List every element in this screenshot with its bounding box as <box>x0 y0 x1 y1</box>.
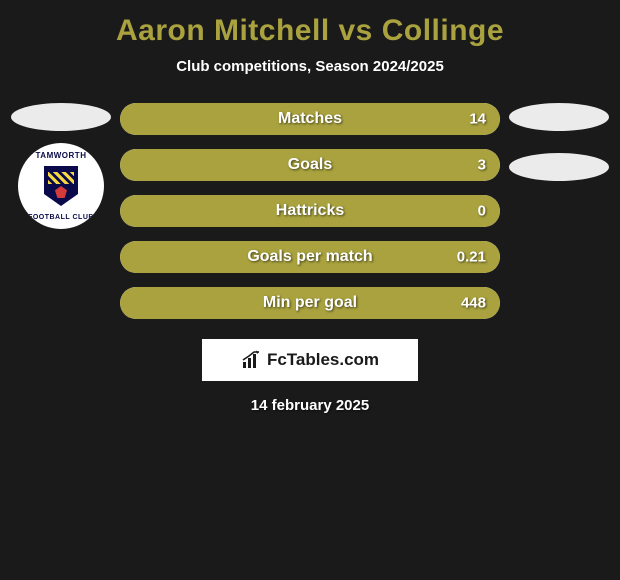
snapshot-date: 14 february 2025 <box>8 397 612 414</box>
club-badge-tamworth: TAMWORTH FOOTBALL CLUB <box>18 143 104 229</box>
content-row: TAMWORTH FOOTBALL CLUB Matches 14 Goals 3 Ha… <box>8 101 612 319</box>
comparison-card: Aaron Mitchell vs Collinge Club competit… <box>0 0 620 414</box>
logo-text: FcTables.com <box>267 350 379 370</box>
stat-bar: Goals 3 <box>120 149 500 181</box>
right-player-col <box>508 101 610 181</box>
stat-bar-label: Min per goal <box>263 294 357 312</box>
fctables-logo[interactable]: FcTables.com <box>202 339 418 381</box>
stat-bar: Hattricks 0 <box>120 195 500 227</box>
stat-bar: Goals per match 0.21 <box>120 241 500 273</box>
stat-bar-value: 3 <box>478 157 486 174</box>
stat-bar-label: Goals per match <box>247 248 372 266</box>
player-pill-right-1 <box>509 103 609 131</box>
shield-icon <box>44 166 78 206</box>
stat-bar: Min per goal 448 <box>120 287 500 319</box>
page-subtitle: Club competitions, Season 2024/2025 <box>8 58 612 75</box>
stat-bar-label: Goals <box>288 156 332 174</box>
badge-top-text: TAMWORTH <box>36 151 87 160</box>
stat-bars: Matches 14 Goals 3 Hattricks 0 Goals per match… <box>120 101 500 319</box>
stat-bar: Matches 14 <box>120 103 500 135</box>
badge-bottom-text: FOOTBALL CLUB <box>28 214 94 221</box>
stat-bar-label: Matches <box>278 110 342 128</box>
player-pill-left <box>11 103 111 131</box>
stat-bar-value: 14 <box>469 111 486 128</box>
stat-bar-value: 0 <box>478 203 486 220</box>
player-pill-right-2 <box>509 153 609 181</box>
stat-bar-value: 0.21 <box>457 249 486 266</box>
page-title: Aaron Mitchell vs Collinge <box>8 14 612 48</box>
stat-bar-value: 448 <box>461 295 486 312</box>
left-player-col: TAMWORTH FOOTBALL CLUB <box>10 101 112 229</box>
bars-icon <box>241 350 261 370</box>
stat-bar-label: Hattricks <box>276 202 344 220</box>
